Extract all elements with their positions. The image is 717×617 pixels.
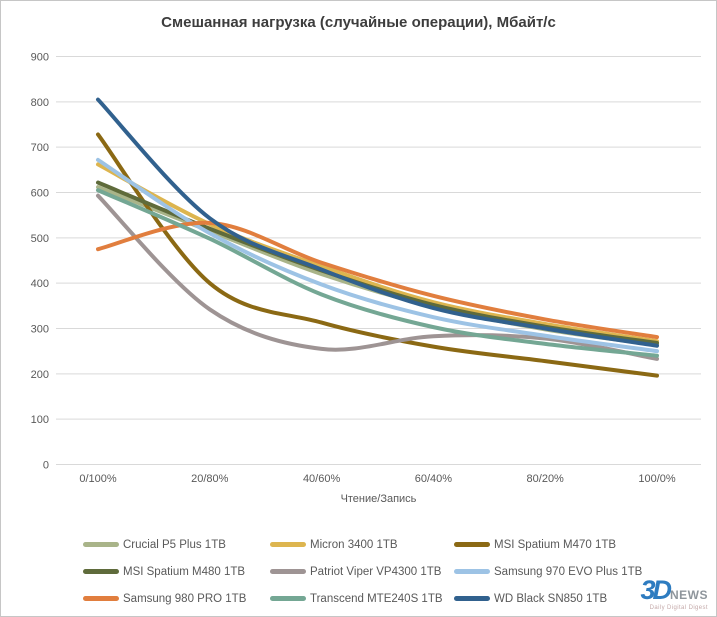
x-tick-label: 40/60%: [303, 473, 341, 485]
y-tick-label: 900: [31, 52, 49, 64]
series-line-msi-spatium-m470-1tb: [96, 132, 659, 378]
logo-row: 3D NEWS: [640, 577, 708, 604]
series-line-samsung-980-pro-1tb: [96, 220, 659, 340]
x-tick-label: 100/0%: [638, 473, 676, 485]
y-tick-label: 300: [31, 324, 49, 336]
y-tick-label: 800: [31, 97, 49, 109]
x-tick-label: 0/100%: [79, 473, 117, 485]
x-tick-label: 60/40%: [415, 473, 453, 485]
x-axis-title: Чтение/Запись: [340, 493, 417, 505]
y-tick-label: 700: [31, 142, 49, 154]
3dnews-logo: 3D NEWS Daily Digital Digest: [640, 577, 708, 612]
x-tick-label: 80/20%: [527, 473, 565, 485]
logo-tagline: Daily Digital Digest: [649, 605, 708, 611]
series-line-wd-black-sn850-1tb: [96, 97, 659, 348]
y-tick-label: 200: [31, 369, 49, 381]
series-line-patriot-viper-vp4300-1tb: [96, 193, 659, 361]
series-line-transcend-mte240s-1tb: [96, 188, 659, 358]
logo-news-text: NEWS: [670, 588, 708, 602]
x-tick-label: 20/80%: [191, 473, 229, 485]
y-tick-label: 0: [43, 460, 49, 472]
logo-3d-text: 3D: [640, 575, 671, 605]
y-tick-label: 600: [31, 188, 49, 200]
series-line-micron-3400-1tb: [96, 162, 659, 344]
series-line-msi-spatium-m480-1tb: [96, 180, 659, 346]
y-tick-label: 400: [31, 278, 49, 290]
y-tick-label: 100: [31, 414, 49, 426]
chart-title: Смешанная нагрузка (случайные операции),…: [161, 14, 556, 31]
y-tick-label: 500: [31, 233, 49, 245]
